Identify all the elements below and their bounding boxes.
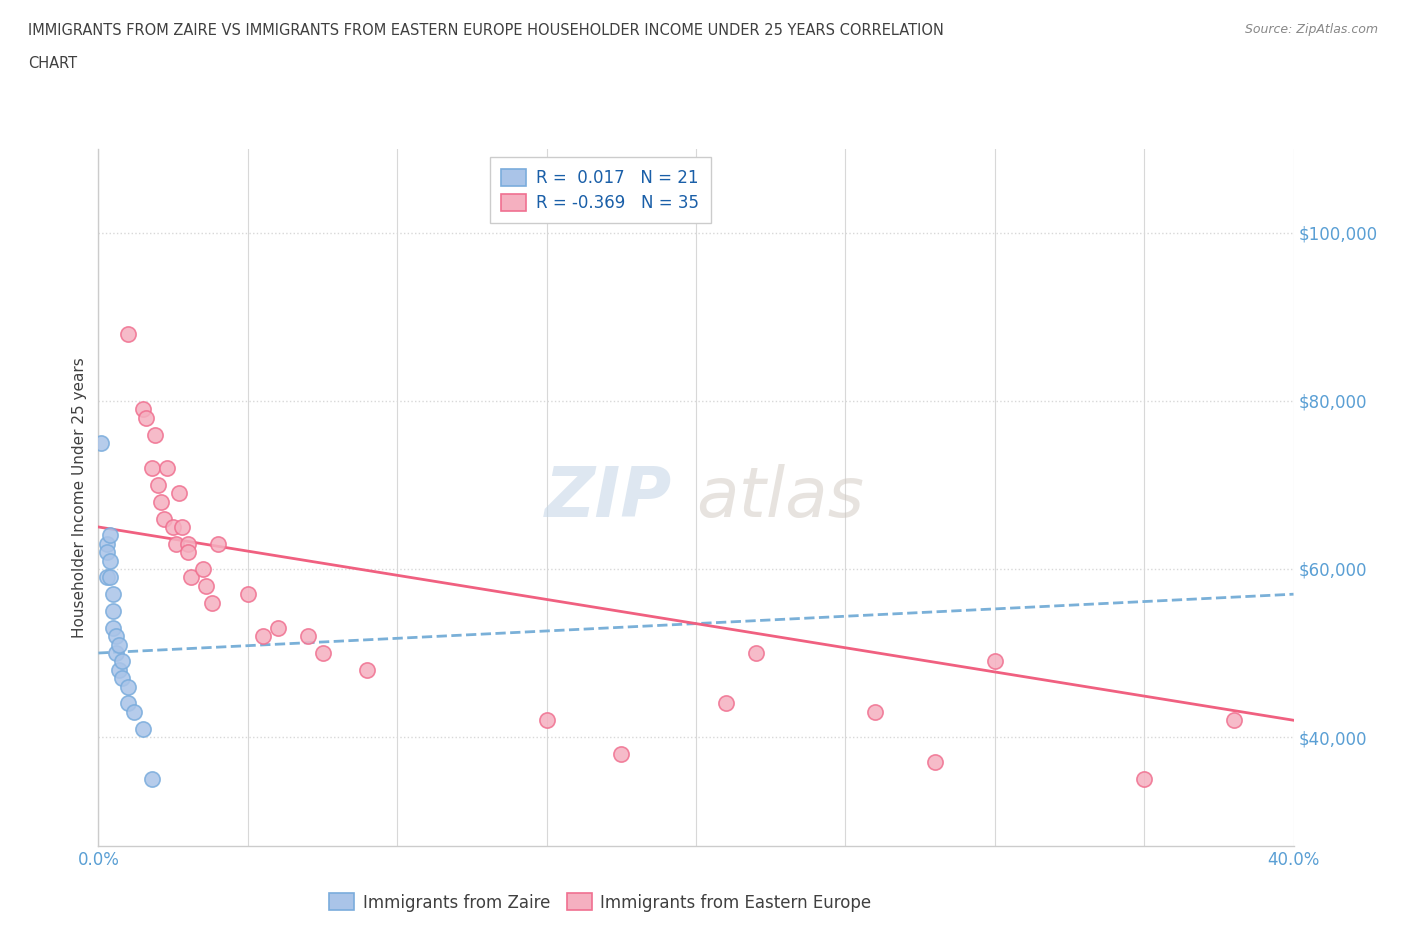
Point [132, 721, 155, 736]
Point [150, 495, 173, 510]
Point [103, 620, 125, 635]
Point [141, 460, 163, 475]
Text: IMMIGRANTS FROM ZAIRE VS IMMIGRANTS FROM EASTERN EUROPE HOUSEHOLDER INCOME UNDER: IMMIGRANTS FROM ZAIRE VS IMMIGRANTS FROM… [28, 23, 943, 38]
Point [141, 772, 163, 787]
Point [96, 537, 118, 551]
Point [143, 427, 166, 442]
Point [117, 326, 139, 341]
Point [194, 578, 218, 593]
Legend: Immigrants from Zaire, Immigrants from Eastern Europe: Immigrants from Zaire, Immigrants from E… [323, 886, 877, 918]
Point [98, 553, 122, 568]
Point [610, 747, 633, 762]
Point [207, 537, 229, 551]
Point [111, 654, 134, 669]
Point [983, 654, 1005, 669]
Point [98, 528, 122, 543]
Point [180, 570, 202, 585]
Point [132, 402, 155, 417]
Point [252, 629, 274, 644]
Point [201, 595, 224, 610]
Point [267, 620, 290, 635]
Text: CHART: CHART [28, 56, 77, 71]
Point [90, 435, 112, 450]
Point [117, 696, 139, 711]
Point [1223, 712, 1246, 727]
Point [714, 696, 737, 711]
Text: atlas: atlas [696, 464, 863, 531]
Point [1133, 772, 1156, 787]
Text: Source: ZipAtlas.com: Source: ZipAtlas.com [1244, 23, 1378, 36]
Point [172, 520, 194, 535]
Point [111, 671, 134, 685]
Point [108, 637, 131, 652]
Point [177, 545, 200, 560]
Point [153, 512, 176, 526]
Point [191, 562, 214, 577]
Point [167, 485, 190, 500]
Point [96, 545, 118, 560]
Point [156, 460, 179, 475]
Point [96, 570, 118, 585]
Point [311, 645, 333, 660]
Point [745, 645, 768, 660]
Point [162, 520, 184, 535]
Point [117, 679, 139, 694]
Text: ZIP: ZIP [544, 464, 672, 531]
Point [135, 410, 157, 425]
Point [865, 704, 887, 719]
Point [236, 587, 259, 602]
Point [103, 587, 125, 602]
Point [148, 477, 170, 492]
Point [165, 537, 187, 551]
Point [103, 604, 125, 618]
Point [924, 755, 946, 770]
Point [297, 629, 319, 644]
Point [105, 645, 128, 660]
Y-axis label: Householder Income Under 25 years: Householder Income Under 25 years [72, 357, 87, 638]
Point [356, 662, 378, 677]
Point [105, 629, 128, 644]
Point [177, 537, 200, 551]
Point [124, 704, 146, 719]
Point [98, 570, 122, 585]
Point [108, 662, 131, 677]
Point [536, 712, 558, 727]
